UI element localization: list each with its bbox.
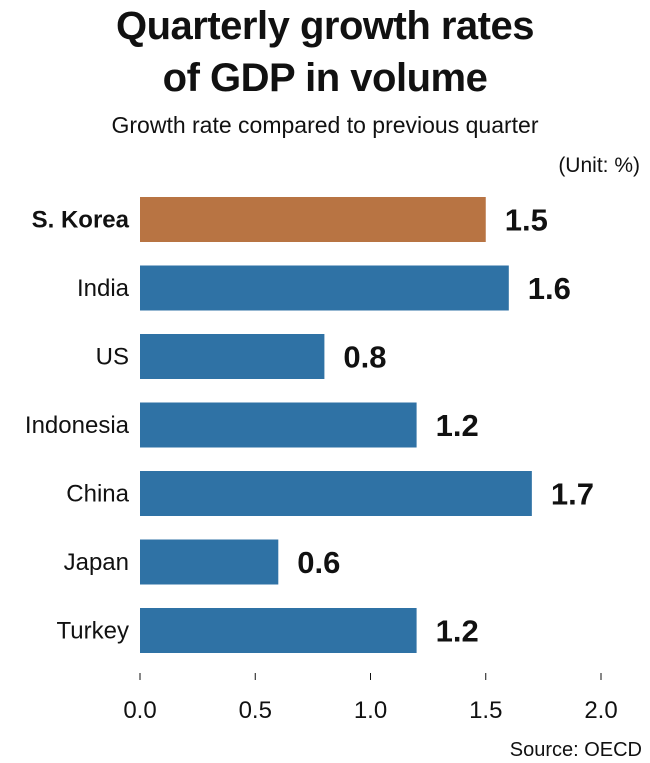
value-label: 0.8 [343,340,386,375]
bar [140,265,509,311]
chart-title: Quarterly growth rates of GDP in volume [0,0,650,104]
category-label: India [77,275,130,302]
bar [140,608,417,653]
category-label: Indonesia [25,412,130,439]
x-tick-label: 1.5 [469,697,502,724]
bar [140,539,279,585]
x-tick-label: 1.0 [354,697,387,724]
chart-title-line-1: Quarterly growth rates [115,4,535,48]
category-label: Turkey [57,618,129,645]
value-label: 0.6 [297,545,340,580]
value-label: 1.6 [528,271,571,306]
bar [140,402,417,448]
x-tick-label: 2.0 [584,697,617,724]
category-label: US [96,344,129,371]
value-label: 1.7 [551,477,594,512]
x-tick-label: 0.0 [123,697,156,724]
bar [140,471,532,516]
bar [140,197,486,242]
category-label: China [66,481,129,508]
bar [140,334,325,379]
unit-label: (Unit: %) [558,154,640,177]
category-label: Japan [64,549,129,576]
value-label: 1.2 [436,408,479,443]
source-note: Source: OECD [509,739,642,761]
value-label: 1.5 [505,203,548,238]
chart-subtitle: Growth rate compared to previous quarter [111,112,539,138]
x-tick-label: 0.5 [239,697,272,724]
value-label: 1.2 [436,614,479,649]
chart-title-line-2: of GDP in volume [162,56,488,100]
category-label: S. Korea [32,207,130,234]
